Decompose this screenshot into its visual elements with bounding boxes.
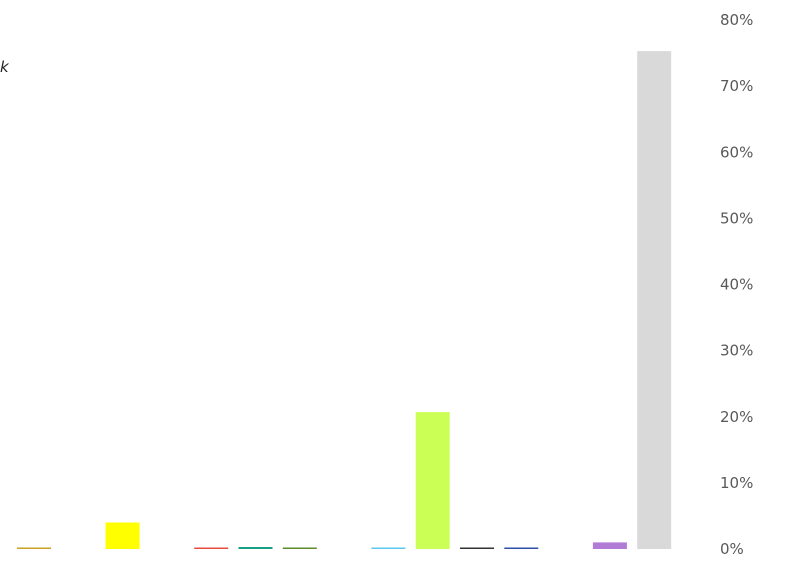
bar-0 (17, 547, 51, 549)
y-tick-label: 40% (720, 276, 753, 294)
y-tick-label: 0% (720, 540, 744, 558)
bar-11 (504, 547, 539, 549)
bar-5 (238, 547, 273, 549)
y-tick-label: 10% (720, 474, 753, 492)
bar-4 (194, 547, 229, 549)
bar-9 (415, 412, 450, 549)
bar-13 (592, 542, 627, 549)
y-tick-label: 30% (720, 342, 753, 360)
bar-2 (105, 522, 140, 549)
y-tick-label: 80% (720, 11, 753, 29)
bar-10 (460, 547, 494, 549)
bar-14 (637, 51, 672, 549)
y-tick-label: 60% (720, 143, 753, 161)
partial-label: k (0, 58, 9, 76)
bar-6 (282, 547, 317, 549)
y-tick-label: 50% (720, 209, 753, 227)
y-tick-label: 70% (720, 77, 753, 95)
y-tick-label: 20% (720, 408, 753, 426)
bar-8 (371, 547, 406, 549)
